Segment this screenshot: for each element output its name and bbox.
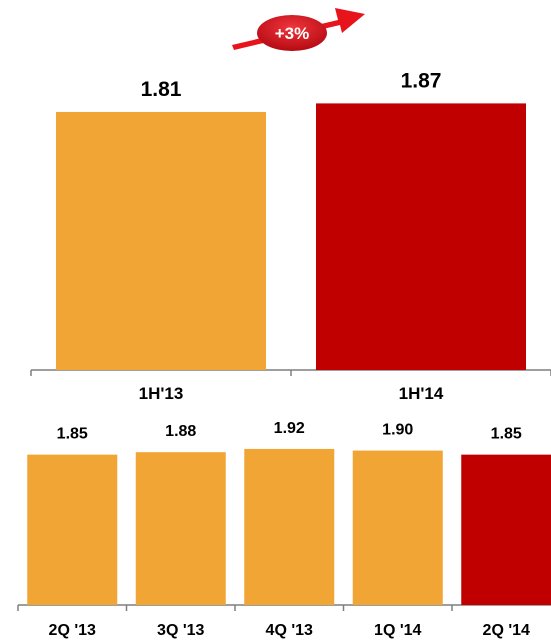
data-label: 1.88	[165, 423, 196, 440]
data-label: 1.85	[491, 426, 522, 443]
bar-3Q '13	[135, 452, 226, 605]
quarterly-chart: 1.85 2Q '13 1.88 3Q '13 1.92 4Q '13 1.90 1Q '14…	[17, 420, 551, 639]
category-label: 2Q '13	[49, 622, 96, 639]
data-label: 1.90	[382, 422, 413, 439]
bar-2Q '13	[27, 454, 118, 605]
data-label: 1.81	[141, 78, 182, 101]
bar-1H'14	[316, 103, 526, 371]
category-label: 2Q '14	[483, 622, 530, 639]
category-label: 1H'14	[399, 384, 444, 403]
growth-badge	[257, 15, 327, 51]
half-year-chart: 1.81 1H'13 1.87 1H'14	[30, 69, 551, 403]
bar-1Q '14	[352, 450, 443, 605]
bar-1H'13	[56, 111, 266, 370]
data-label: 1.87	[401, 69, 442, 92]
growth-annotation: +3%	[232, 8, 365, 51]
data-label: 1.92	[274, 420, 305, 437]
category-label: 1H'13	[139, 384, 184, 403]
bar-2Q '14	[461, 454, 551, 605]
category-label: 4Q '13	[266, 622, 313, 639]
category-label: 1Q '14	[374, 622, 421, 639]
category-label: 3Q '13	[157, 622, 204, 639]
data-label: 1.85	[57, 426, 88, 443]
growth-label: +3%	[275, 24, 310, 43]
bar-4Q '13	[244, 448, 335, 605]
